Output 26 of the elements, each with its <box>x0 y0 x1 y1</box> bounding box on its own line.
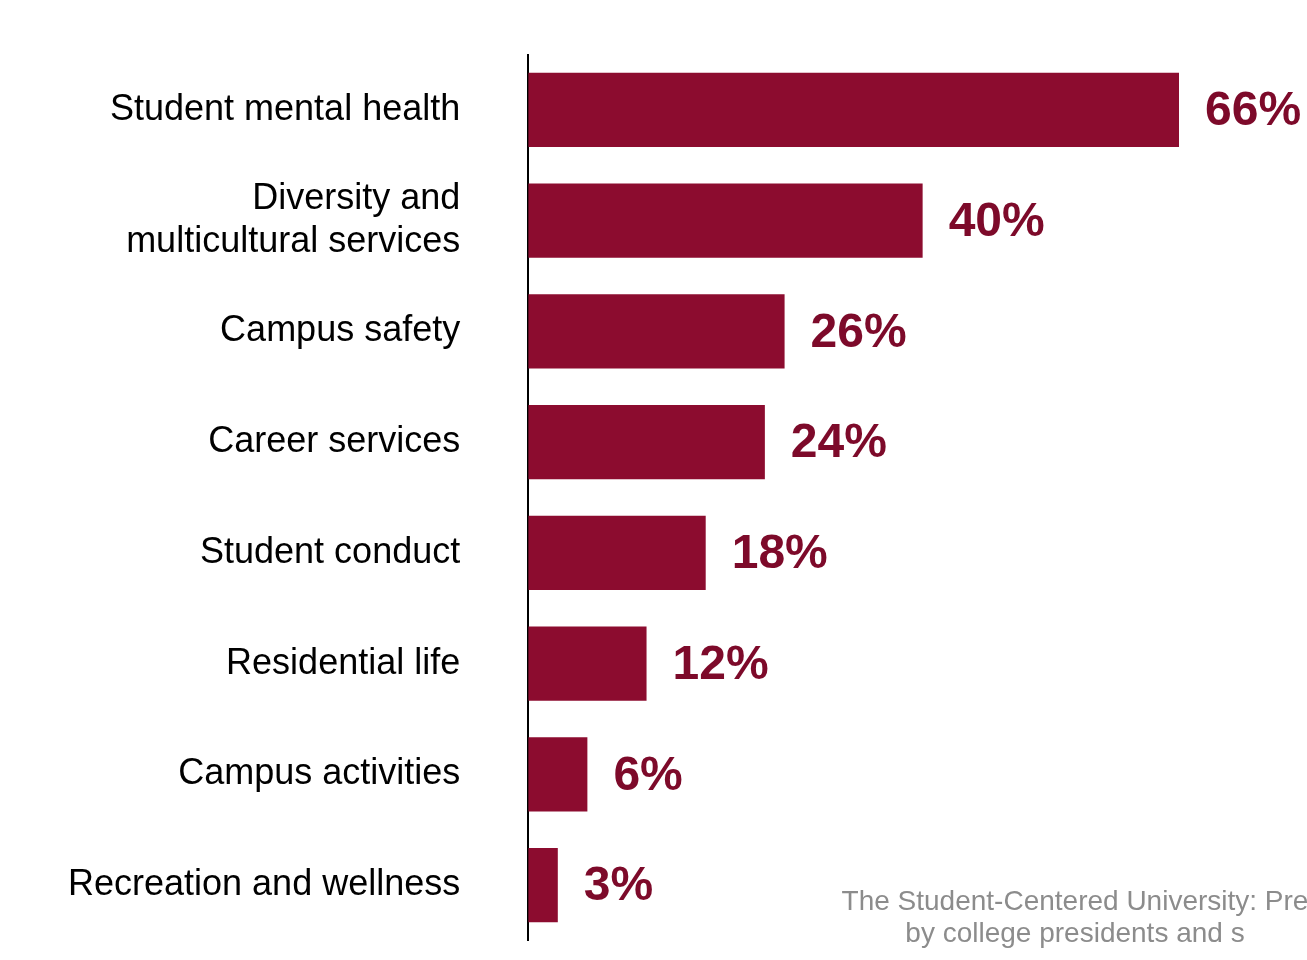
bar <box>528 626 647 701</box>
y-tick-label: Diversity and multicultural services <box>126 176 461 261</box>
bar <box>528 515 706 590</box>
annotation: The Student-Centered University: Pre <box>841 885 1307 916</box>
bar <box>528 72 1179 148</box>
bar <box>528 405 765 480</box>
data-label: 26% <box>810 303 907 357</box>
annotation: by college presidents and s <box>905 917 1245 948</box>
y-tick-label: Recreation and wellness <box>67 861 461 903</box>
bar <box>528 737 588 812</box>
y-tick-label: Residential life <box>226 640 461 682</box>
y-tick-label: Student conduct <box>200 529 461 571</box>
bar <box>528 294 785 369</box>
data-label: 3% <box>583 857 654 911</box>
y-tick-label: Campus safety <box>220 308 461 350</box>
data-label: 12% <box>672 635 769 689</box>
y-tick-label: Student mental health <box>109 86 461 128</box>
y-tick-label: Career services <box>208 419 461 461</box>
data-label: 24% <box>790 414 887 468</box>
data-label: 66% <box>1205 82 1302 136</box>
bar <box>528 847 558 923</box>
data-label: 6% <box>613 746 683 800</box>
bar <box>528 183 923 258</box>
data-label: 40% <box>948 192 1045 246</box>
y-tick-label: Campus activities <box>178 751 461 793</box>
data-label: 18% <box>731 525 828 579</box>
